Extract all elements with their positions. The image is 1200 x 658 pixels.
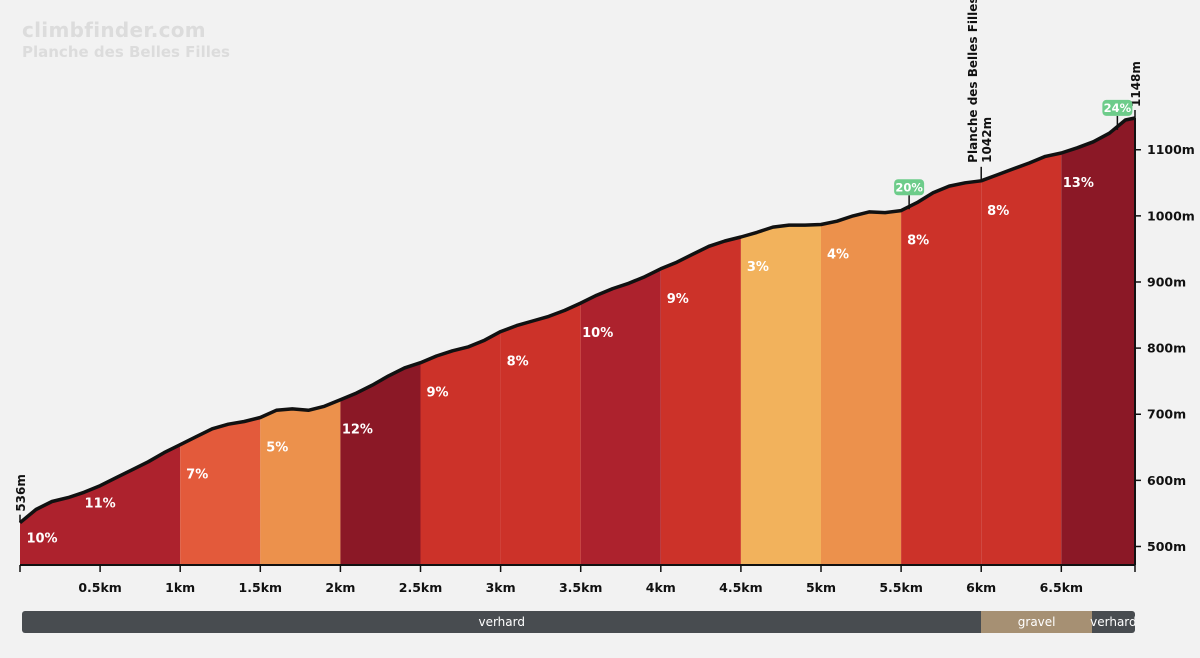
x-tick-label-12: 6km [966, 580, 996, 595]
max-gradient-badge-1 [894, 179, 925, 196]
y-tick-label-4: 800m [1147, 341, 1186, 356]
max-gradient-label-2: 24% [1104, 101, 1132, 115]
y-tick-label-7: 1100m [1147, 142, 1195, 157]
gradient-segment-4 [340, 118, 421, 565]
gradient-label-7: 10% [582, 326, 613, 341]
x-tick-label-6: 3km [486, 580, 516, 595]
summit-elevation-label: 1042m [980, 117, 994, 163]
x-tick-label-11: 5.5km [879, 580, 922, 595]
surface-segment-verhard-3: verhard [1090, 611, 1135, 633]
x-tick-label-4: 2km [325, 580, 355, 595]
gradient-labels: 10% 11% 7% 5% 12% 9% 8% 10% 9% 3% 4% 8% 8% 13% [26, 176, 1093, 547]
y-tick-label-3: 700m [1147, 407, 1186, 422]
max-gradient-badge-2 [1102, 99, 1133, 116]
gradient-label-9: 3% [747, 260, 769, 275]
x-tick-label-1: 0.5km [78, 580, 121, 595]
gradient-label-10: 4% [827, 247, 849, 262]
surface-bar: verhard gravel verhard [22, 611, 1135, 633]
gradient-segment-10 [821, 118, 902, 565]
gradient-segment-11 [901, 118, 982, 565]
gradient-label-6: 8% [507, 355, 529, 370]
surface-segment-gravel-2: gravel [981, 611, 1092, 633]
gradient-segment-8 [660, 118, 741, 565]
site-name[interactable]: climbfinder.com [22, 18, 206, 42]
gradient-label-1: 10% [26, 532, 57, 547]
gradient-label-3: 5% [266, 441, 288, 456]
climb-name: Planche des Belles Filles [22, 43, 230, 61]
gradient-label-8: 9% [667, 292, 689, 307]
gradient-label-5: 9% [426, 386, 448, 401]
max-gradient-label-1: 20% [895, 180, 923, 194]
y-tick-label-1: 500m [1147, 539, 1186, 554]
x-tick-label-2: 1km [165, 580, 195, 595]
brand: climbfinder.com Planche des Belles Fille… [22, 18, 230, 61]
x-tick-label-10: 5km [806, 580, 836, 595]
gradient-label-2: 7% [186, 468, 208, 483]
gradient-segment-9 [740, 118, 822, 565]
gradient-segment-6 [500, 118, 581, 565]
end-elevation-label: 1148m [1129, 61, 1143, 107]
surface-segment-verhard-1: verhard [22, 611, 982, 633]
gradient-label-11: 8% [907, 234, 929, 249]
x-tick-label-9: 4.5km [719, 580, 762, 595]
gradient-label-13: 13% [1063, 176, 1094, 191]
gradient-label-1b: 11% [85, 497, 116, 512]
gradient-segment-12 [981, 118, 1062, 565]
x-tick-label-13: 6.5km [1040, 580, 1083, 595]
x-tick-label-7: 3.5km [559, 580, 602, 595]
y-tick-label-5: 900m [1147, 274, 1186, 289]
y-tick-label-2: 600m [1147, 473, 1186, 488]
gradient-segment-2 [180, 118, 261, 565]
gradient-segments [20, 118, 1135, 565]
y-tick-label-6: 1000m [1147, 208, 1195, 223]
max-gradient-badges: 20% 24% [894, 99, 1133, 210]
gradient-segment-3 [260, 118, 341, 565]
start-elevation-label: 536m [14, 474, 28, 512]
x-tick-label-5: 2.5km [399, 580, 442, 595]
summit-name-label: Planche des Belles Filles [966, 0, 980, 163]
gradient-segment-13 [1061, 118, 1135, 565]
x-tick-label-3: 1.5km [239, 580, 282, 595]
gradient-label-4: 12% [342, 423, 373, 438]
profile-line [18, 116, 1136, 525]
x-tick-label-8: 4km [646, 580, 676, 595]
gradient-label-12: 8% [987, 204, 1009, 219]
